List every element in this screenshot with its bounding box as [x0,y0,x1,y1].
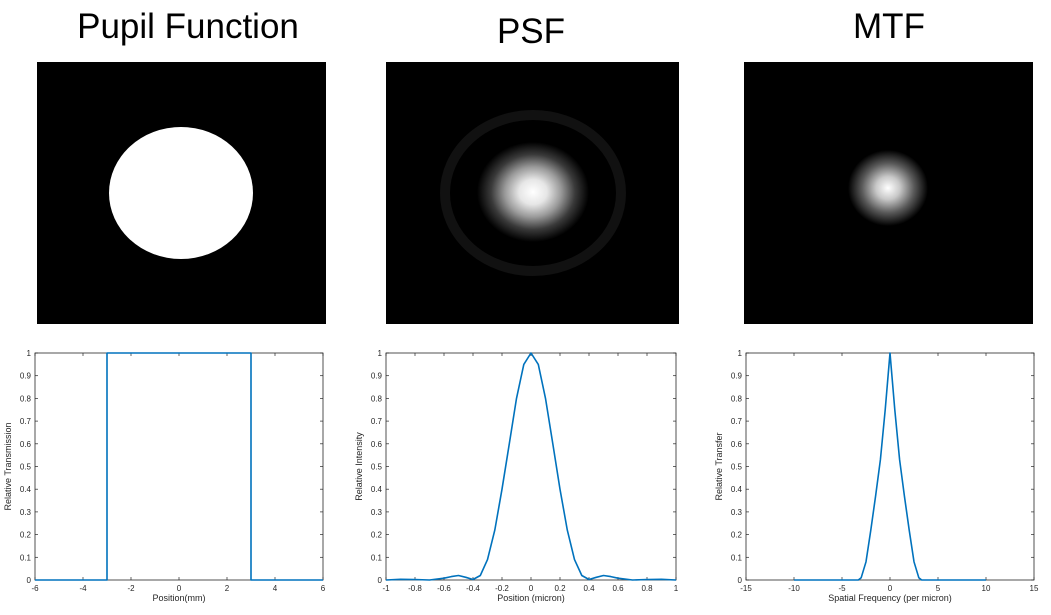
series-line [794,352,986,581]
x-tick-label: -5 [838,584,846,593]
y-tick-label: 0.1 [731,553,743,562]
series-line [35,352,323,581]
x-tick-label: -10 [788,584,800,593]
y-tick-label: 1 [27,349,32,358]
y-tick-label: 0.3 [20,508,32,517]
x-tick-label: -1 [382,584,390,593]
y-tick-label: 0.7 [371,417,383,426]
y-tick-label: 0.9 [20,372,32,381]
series-line [385,352,677,581]
x-tick-label: 0 [888,584,893,593]
x-tick-label: -6 [31,584,39,593]
y-tick-label: 0.3 [371,508,383,517]
psf-title: PSF [497,12,565,51]
x-tick-label: 0.4 [583,584,595,593]
x-tick-label: 15 [1030,584,1039,593]
y-tick-label: 0.4 [20,485,32,494]
psf-image [386,62,679,324]
y-tick-label: 0.9 [371,372,383,381]
x-tick-label: -2 [127,584,135,593]
x-axis-label: Position (micron) [497,593,565,603]
y-tick-label: 0.6 [371,440,383,449]
y-tick-label: 0.2 [20,531,32,540]
x-tick-label: -4 [79,584,87,593]
pupil-function-title: Pupil Function [77,7,299,46]
y-tick-label: 0.8 [731,394,743,403]
y-axis-label: Relative Transmission [3,422,13,510]
x-tick-label: 4 [273,584,278,593]
x-tick-label: 0 [529,584,534,593]
y-axis-label: Relative Transfer [714,432,724,500]
y-axis-label: Relative Intensity [354,432,364,501]
plot-frame [385,352,677,581]
x-tick-label: -0.8 [408,584,422,593]
y-tick-label: 0 [738,576,743,585]
y-tick-label: 0.6 [20,440,32,449]
y-tick-label: 0.4 [731,485,743,494]
x-tick-label: 5 [936,584,941,593]
y-tick-label: 0.8 [371,394,383,403]
y-tick-label: 0.9 [731,372,743,381]
x-tick-label: 1 [674,584,679,593]
y-tick-label: 0.5 [20,463,32,472]
mtf-blob [848,150,928,226]
y-tick-label: 0.2 [371,531,383,540]
psf-central-lobe [477,142,589,242]
pupil-aperture-disk [109,127,253,259]
x-tick-label: 2 [225,584,230,593]
x-tick-label: -15 [740,584,752,593]
x-tick-label: 6 [321,584,326,593]
y-tick-label: 0.1 [20,553,32,562]
plot-frame [745,352,1035,581]
x-tick-label: 0.2 [554,584,566,593]
pupil-image [37,62,326,324]
y-tick-label: 0.2 [731,531,743,540]
y-tick-label: 0.8 [20,394,32,403]
y-tick-label: 0 [378,576,383,585]
x-tick-label: 0.6 [612,584,624,593]
y-tick-label: 0.5 [371,463,383,472]
x-tick-label: -0.4 [466,584,480,593]
plot-frame [34,352,324,581]
x-tick-label: 0.8 [641,584,653,593]
x-tick-label: 10 [982,584,991,593]
psf-intensity-plot: -1 -0.8 -0.6 -0.4 -0.2 0 0.2 0.4 0.6 0.8 1 0 0.1 0.2 0… [354,349,679,603]
y-tick-label: 0.6 [731,440,743,449]
y-tick-label: 0 [27,576,32,585]
mtf-transfer-plot: -15 -10 -5 0 5 10 15 0 0.1 0.2 0.3 0.4 0.5 0.6 0.7 0.8 0… [714,349,1039,603]
y-tick-label: 1 [738,349,743,358]
y-tick-label: 1 [378,349,383,358]
y-tick-label: 0.7 [731,417,743,426]
x-tick-label: 0 [177,584,182,593]
y-tick-label: 0.5 [731,463,743,472]
y-tick-label: 0.4 [371,485,383,494]
psf-airy-ring [440,110,626,276]
y-tick-label: 0.1 [371,553,383,562]
pupil-transmission-plot: -6 -4 -2 0 2 4 6 0 0.1 0.2 0.3 0.4 0.5 0.6 0.7 0.8 0.9 1 P… [3,349,326,603]
y-tick-label: 0.7 [20,417,32,426]
x-axis-label: Spatial Frequency (per micron) [828,593,952,603]
mtf-title: MTF [853,7,925,46]
y-tick-label: 0.3 [731,508,743,517]
x-tick-label: -0.2 [495,584,509,593]
x-tick-label: -0.6 [437,584,451,593]
mtf-image [744,62,1033,324]
x-axis-label: Position(mm) [152,593,205,603]
